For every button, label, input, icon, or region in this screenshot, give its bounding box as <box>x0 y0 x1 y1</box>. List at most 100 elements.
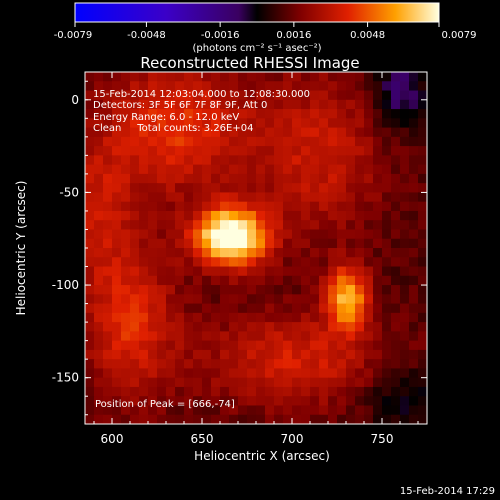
heatmap-cell <box>229 146 239 156</box>
heatmap-cell <box>382 229 392 240</box>
heatmap-cell <box>184 414 194 424</box>
heatmap-cell <box>283 303 293 314</box>
heatmap-cell <box>301 109 311 119</box>
heatmap-cell <box>355 72 365 82</box>
heatmap-cell <box>283 220 293 231</box>
heatmap-cell <box>238 210 248 221</box>
heatmap-cell <box>211 90 221 101</box>
heatmap-cell <box>283 294 293 305</box>
heatmap-cell <box>193 303 203 314</box>
heatmap-cell <box>265 405 275 416</box>
heatmap-cell <box>337 136 347 147</box>
heatmap-cell <box>382 303 392 314</box>
heatmap-cell <box>364 210 374 221</box>
heatmap-cell <box>256 377 266 388</box>
heatmap-cell <box>400 201 410 212</box>
heatmap-cell <box>346 340 356 351</box>
heatmap-cell <box>94 405 104 416</box>
heatmap-cell <box>139 81 149 92</box>
heatmap-cell <box>85 303 95 314</box>
heatmap-cell <box>319 303 329 314</box>
heatmap-cell <box>103 368 113 379</box>
heatmap-cell <box>193 396 203 407</box>
heatmap-cell <box>148 359 158 370</box>
heatmap-cell <box>409 275 419 286</box>
heatmap-cell <box>301 220 311 231</box>
heatmap-cell <box>256 127 266 138</box>
heatmap-cell <box>391 220 401 231</box>
heatmap-cell <box>346 183 356 194</box>
heatmap-cell <box>238 127 248 138</box>
heatmap-cell <box>346 90 356 101</box>
heatmap-cell <box>229 294 239 305</box>
heatmap-cell <box>193 72 203 82</box>
heatmap-cell <box>373 173 383 184</box>
heatmap-cell <box>184 359 194 370</box>
heatmap-cell <box>166 238 176 249</box>
heatmap-cell <box>400 257 410 268</box>
heatmap-cell <box>247 238 257 249</box>
heatmap-cell <box>103 201 113 212</box>
heatmap-cell <box>229 72 239 82</box>
heatmap-cell <box>211 359 221 370</box>
heatmap-cell <box>175 377 185 388</box>
heatmap-cell <box>220 72 230 82</box>
heatmap-cell <box>157 266 167 277</box>
heatmap-cell <box>220 377 230 388</box>
heatmap-cell <box>373 405 383 416</box>
heatmap-cell <box>256 164 266 175</box>
heatmap-cell <box>139 294 149 305</box>
heatmap-cell <box>238 192 248 203</box>
heatmap-cell <box>166 322 176 332</box>
heatmap-cell <box>139 229 149 240</box>
heatmap-cell <box>382 192 392 203</box>
heatmap-cell <box>166 303 176 314</box>
heatmap-cell <box>391 173 401 184</box>
heatmap-cell <box>364 173 374 184</box>
heatmap-cell <box>283 81 293 92</box>
heatmap-cell <box>274 220 284 231</box>
heatmap-cell <box>355 201 365 212</box>
heatmap-cell <box>166 229 176 240</box>
heatmap-cell <box>229 210 239 221</box>
heatmap-cell <box>184 136 194 147</box>
heatmap-cell <box>364 331 374 342</box>
heatmap-cell <box>220 238 230 249</box>
heatmap-cell <box>256 396 266 407</box>
heatmap-cell <box>202 238 212 249</box>
heatmap-cell <box>157 285 167 295</box>
heatmap-cell <box>382 322 392 332</box>
heatmap-cell <box>94 90 104 101</box>
heatmap-cell <box>229 220 239 231</box>
heatmap-cell <box>184 405 194 416</box>
heatmap-cell <box>166 414 176 424</box>
heatmap-cell <box>193 90 203 101</box>
heatmap-cell <box>373 90 383 101</box>
heatmap-cell <box>202 257 212 268</box>
heatmap-cell <box>175 248 185 258</box>
heatmap-cell <box>391 192 401 203</box>
heatmap-cell <box>211 109 221 119</box>
heatmap-cell <box>103 210 113 221</box>
heatmap-cell <box>238 285 248 295</box>
heatmap-cell <box>166 90 176 101</box>
heatmap-cell <box>103 72 113 82</box>
heatmap-cell <box>139 377 149 388</box>
heatmap-cell <box>328 201 338 212</box>
heatmap-cell <box>94 109 104 119</box>
heatmap-cell <box>274 405 284 416</box>
heatmap-cell <box>364 322 374 332</box>
heatmap-cell <box>148 405 158 416</box>
heatmap-cell <box>220 90 230 101</box>
heatmap-cell <box>175 238 185 249</box>
heatmap-cell <box>202 173 212 184</box>
heatmap-cell <box>391 312 401 323</box>
heatmap-cell <box>346 368 356 379</box>
heatmap-cell <box>112 238 122 249</box>
heatmap-cell <box>103 238 113 249</box>
heatmap-cell <box>121 331 131 342</box>
heatmap-cell <box>391 405 401 416</box>
heatmap-cell <box>310 396 320 407</box>
heatmap-cell <box>130 72 140 82</box>
heatmap-cell <box>202 377 212 388</box>
